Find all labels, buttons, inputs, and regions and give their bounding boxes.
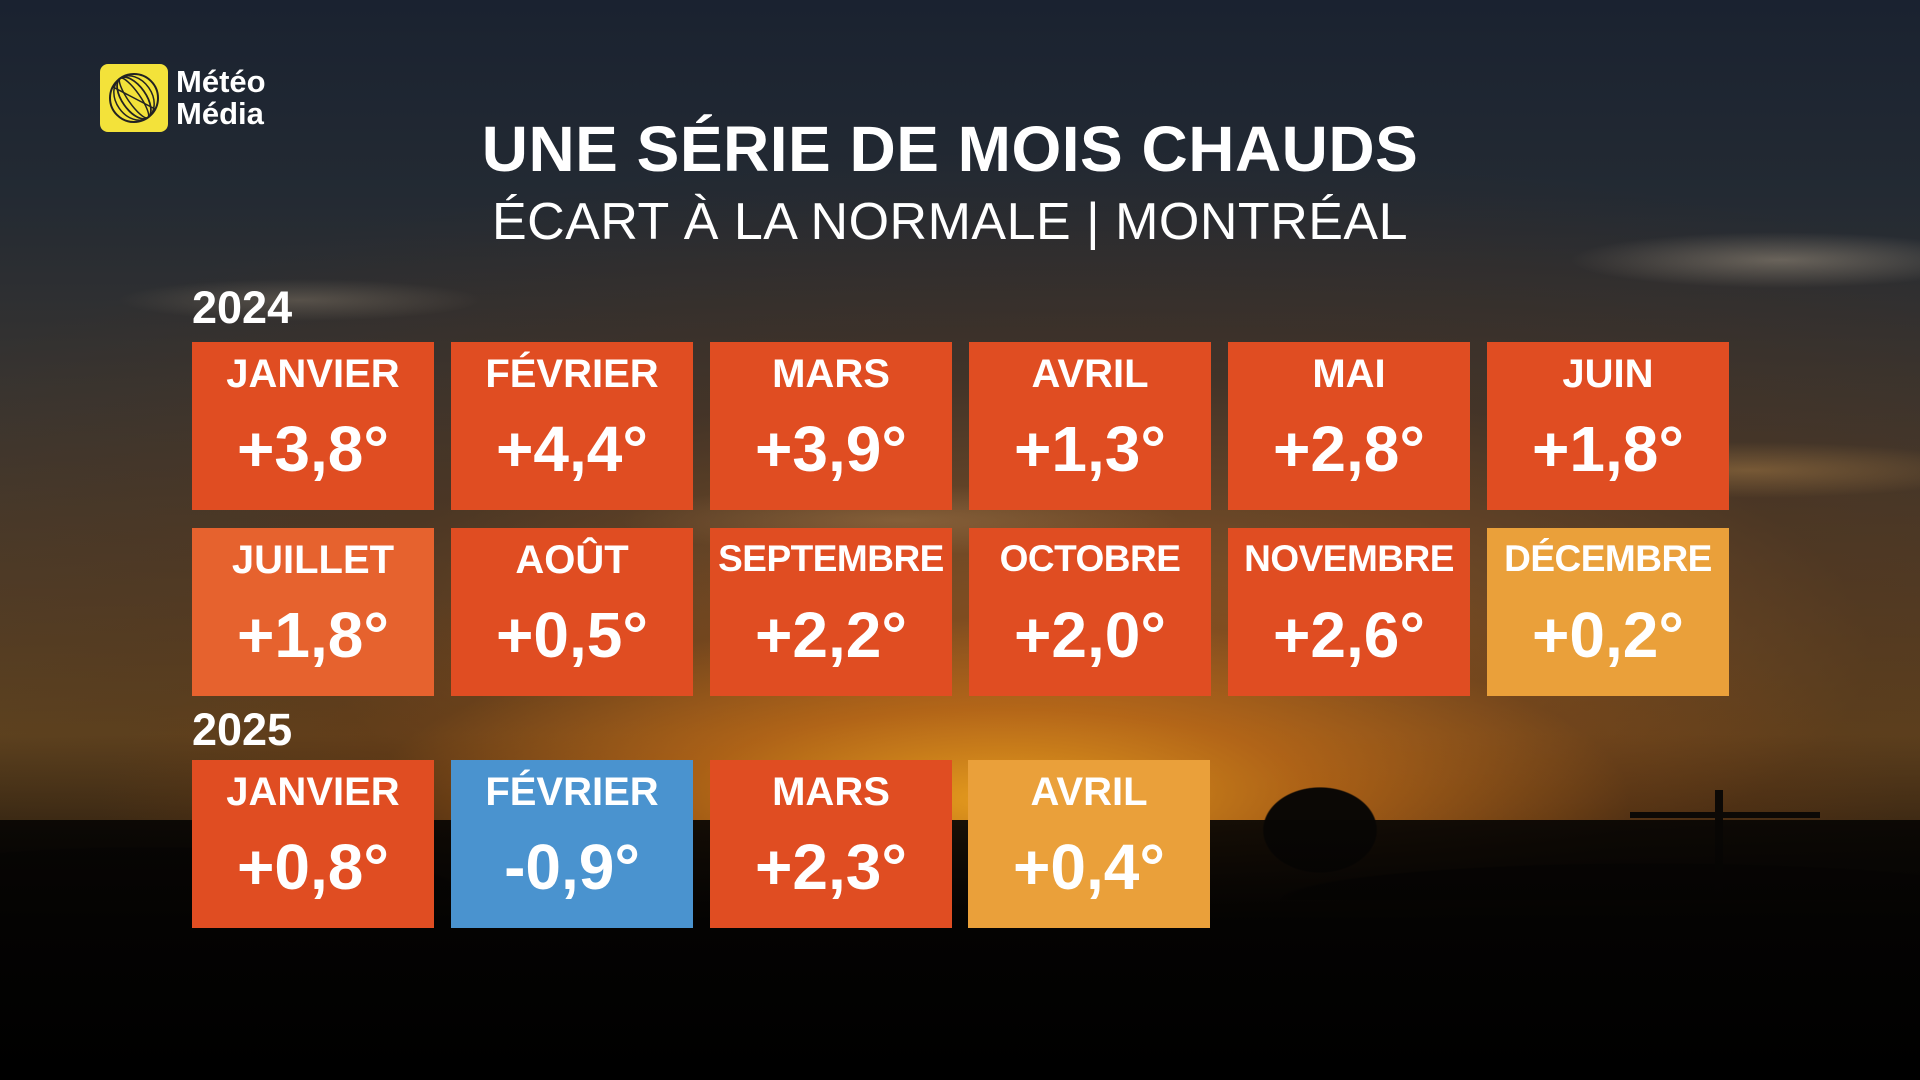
temperature-anomaly: +1,3° (1014, 413, 1166, 485)
tile-2024-septembre: SEPTEMBRE +2,2° (710, 528, 952, 696)
tile-2024-juin: JUIN +1,8° (1487, 342, 1729, 510)
temperature-anomaly: +2,8° (1273, 413, 1425, 485)
month-name: JUIN (1562, 352, 1654, 396)
month-name: NOVEMBRE (1244, 538, 1454, 579)
tile-2024-novembre: NOVEMBRE +2,6° (1228, 528, 1470, 696)
month-name: FÉVRIER (485, 770, 659, 814)
temperature-anomaly: +2,2° (755, 599, 907, 671)
tile-2024-mai: MAI +2,8° (1228, 342, 1470, 510)
logo-line-1: Météo (176, 64, 266, 99)
tile-2024-fevrier: FÉVRIER +4,4° (451, 342, 693, 510)
logo-line-2: Média (176, 96, 264, 131)
temperature-anomaly: +0,2° (1532, 599, 1684, 671)
month-name: JANVIER (226, 770, 400, 814)
month-name: MARS (772, 352, 890, 396)
temperature-anomaly: -0,9° (504, 831, 640, 903)
month-name: OCTOBRE (999, 538, 1181, 579)
tile-2024-juillet: JUILLET +1,8° (192, 528, 434, 696)
month-name: AOÛT (515, 538, 629, 582)
temperature-anomaly: +3,9° (755, 413, 907, 485)
month-name: JANVIER (226, 352, 400, 396)
temperature-anomaly: +2,6° (1273, 599, 1425, 671)
page-subtitle: ÉCART À LA NORMALE | MONTRÉAL (491, 193, 1409, 251)
month-name: AVRIL (1031, 352, 1149, 396)
tile-2024-avril: AVRIL +1,3° (969, 342, 1211, 510)
temperature-anomaly: +4,4° (496, 413, 648, 485)
temperature-anomaly: +2,3° (755, 831, 907, 903)
tile-2025-avril: AVRIL +0,4° (968, 760, 1210, 928)
tile-2024-janvier: JANVIER +3,8° (192, 342, 434, 510)
temperature-anomaly: +3,8° (237, 413, 389, 485)
meteomedia-logo: Météo Média (100, 64, 266, 132)
tile-2024-decembre: DÉCEMBRE +0,2° (1487, 528, 1729, 696)
month-name: MAI (1312, 352, 1386, 396)
tile-2024-octobre: OCTOBRE +2,0° (969, 528, 1211, 696)
year-label-2024: 2024 (192, 282, 293, 333)
temperature-anomaly: +2,0° (1014, 599, 1166, 671)
temperature-anomaly: +0,8° (237, 831, 389, 903)
logo-text: Météo Média (176, 66, 266, 130)
tile-2025-janvier: JANVIER +0,8° (192, 760, 434, 928)
tile-2025-fevrier: FÉVRIER -0,9° (451, 760, 693, 928)
month-name: MARS (772, 770, 890, 814)
globe-icon (100, 64, 168, 132)
month-name: SEPTEMBRE (718, 538, 944, 579)
tile-2024-mars: MARS +3,9° (710, 342, 952, 510)
temperature-anomaly: +0,4° (1013, 831, 1165, 903)
utility-pole-crossbar (1630, 812, 1820, 818)
year-label-2025: 2025 (192, 704, 293, 755)
temperature-anomaly: +0,5° (496, 599, 648, 671)
tile-2024-aout: AOÛT +0,5° (451, 528, 693, 696)
tile-2025-mars: MARS +2,3° (710, 760, 952, 928)
page-title: UNE SÉRIE DE MOIS CHAUDS (481, 113, 1419, 185)
month-name: FÉVRIER (485, 352, 659, 396)
temperature-anomaly: +1,8° (1532, 413, 1684, 485)
month-name: JUILLET (231, 538, 395, 582)
month-name: DÉCEMBRE (1504, 538, 1712, 579)
month-name: AVRIL (1030, 770, 1148, 814)
temperature-anomaly: +1,8° (237, 599, 389, 671)
